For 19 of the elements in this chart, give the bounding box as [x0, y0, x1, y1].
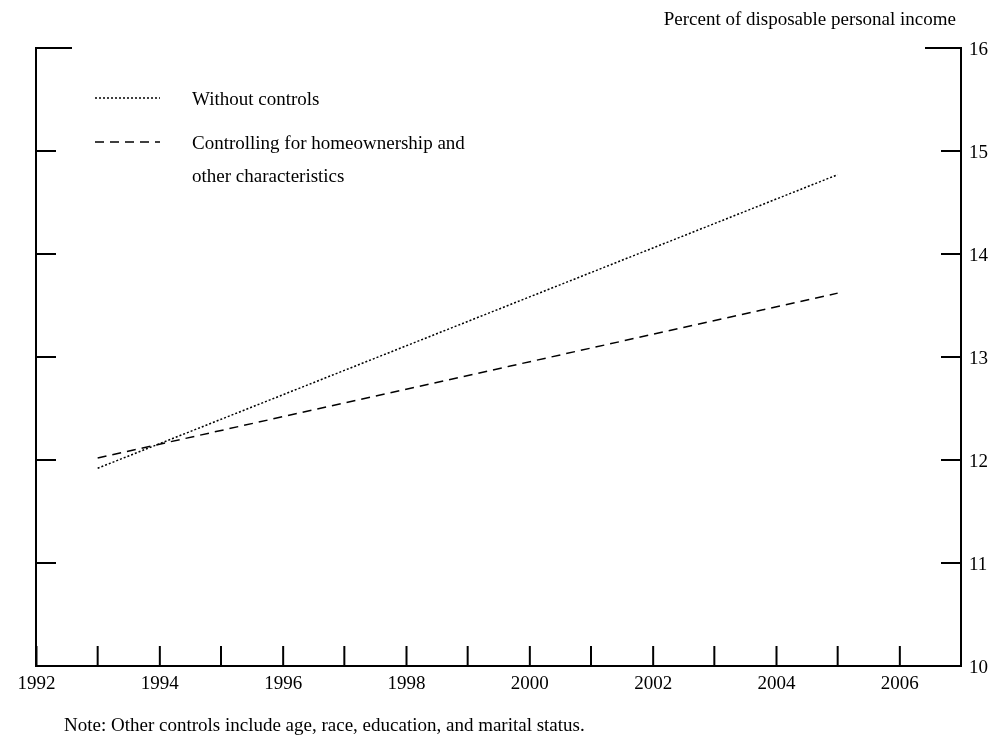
x-tick-label: 1996	[264, 672, 303, 694]
x-tick-label: 1998	[387, 672, 426, 694]
y-tick-label: 12	[969, 450, 988, 471]
x-tick-label: 2004	[757, 672, 796, 694]
y-tick-label: 14	[969, 244, 989, 265]
legend-label: Controlling for homeownership and other characteristics	[192, 132, 466, 186]
y-tick-label: 10	[969, 656, 988, 677]
x-tick-label: 2002	[634, 672, 673, 694]
y-axis-title: Percent of disposable personal income	[663, 8, 956, 29]
y-tick-label: 11	[969, 553, 988, 574]
x-tick-label: 2000	[510, 672, 549, 694]
y-tick-label: 13	[969, 347, 988, 368]
y-tick-label: 15	[969, 141, 988, 162]
legend-label: Without controls	[192, 88, 320, 109]
text: Note: Other controls include age, race, education, and marital status.	[64, 714, 585, 735]
x-tick-label: 1994	[140, 672, 180, 694]
y-tick-label: 16	[969, 38, 988, 59]
x-tick-label: 1992	[17, 672, 56, 694]
x-tick-label: 2006	[880, 672, 919, 694]
